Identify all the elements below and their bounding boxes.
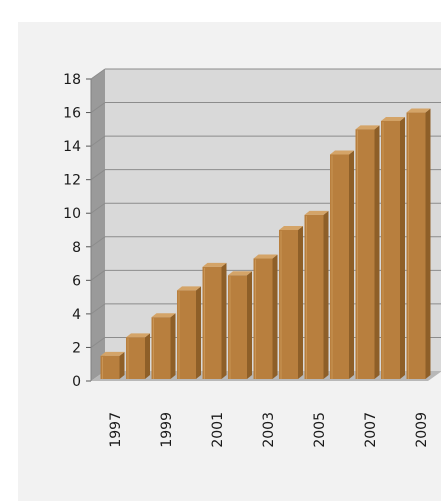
- gridline-side: [90, 337, 106, 348]
- bar-top: [330, 150, 354, 155]
- gridline-side: [90, 303, 106, 315]
- y-tick-label: 6: [72, 273, 81, 289]
- x-tick-label: 2001: [210, 412, 226, 448]
- bar: [253, 258, 273, 379]
- x-tick-label: 2009: [414, 412, 430, 448]
- bar-side: [247, 271, 252, 379]
- bar: [228, 275, 247, 379]
- bar-top: [355, 125, 380, 130]
- side-wall: [91, 69, 105, 381]
- bar-side: [425, 108, 431, 380]
- bar-top: [151, 313, 176, 318]
- gridline-side: [90, 169, 106, 181]
- x-tick-label: 1997: [108, 412, 124, 448]
- bar-side: [272, 254, 278, 379]
- y-tick-label: 0: [72, 374, 81, 390]
- y-tick-label: 2: [72, 340, 81, 356]
- bar: [304, 214, 324, 379]
- bar: [177, 290, 196, 379]
- bar-top: [177, 286, 201, 291]
- bar: [330, 154, 349, 379]
- bar-top: [279, 226, 303, 230]
- bar: [406, 112, 426, 380]
- gridline-side: [90, 68, 106, 80]
- y-tick-label: 12: [63, 173, 81, 189]
- bar-side: [349, 150, 354, 379]
- bar-side: [221, 262, 227, 379]
- bar-side: [400, 116, 405, 379]
- bar-side: [374, 125, 380, 379]
- gridline-side: [90, 135, 106, 147]
- gridline-side: [90, 102, 106, 113]
- bar-side: [170, 313, 176, 379]
- bar: [381, 120, 400, 379]
- y-tick-label: 14: [63, 139, 81, 155]
- bar-side: [323, 210, 329, 379]
- gridline-side: [90, 202, 106, 214]
- x-tick-label: 1999: [159, 412, 175, 448]
- x-tick-label: 2007: [363, 412, 379, 448]
- bar: [126, 337, 145, 379]
- bar-side: [196, 286, 201, 379]
- y-tick-label: 18: [63, 72, 81, 88]
- bar: [202, 266, 222, 379]
- bar: [279, 230, 298, 379]
- bar-side: [145, 333, 150, 379]
- bar-top: [202, 262, 227, 267]
- bar-top: [304, 210, 329, 215]
- bar-top: [406, 108, 431, 113]
- gridline-side: [90, 236, 106, 248]
- bar-top: [253, 254, 278, 259]
- bar-side: [298, 226, 303, 379]
- y-tick-label: 10: [63, 206, 81, 222]
- bar: [100, 355, 120, 379]
- bar-side: [119, 351, 125, 379]
- bar-top: [381, 116, 405, 121]
- bar-top: [126, 333, 150, 338]
- x-tick-label: 2005: [312, 412, 328, 448]
- y-tick-label: 4: [72, 307, 81, 323]
- y-tick-label: 16: [63, 106, 81, 122]
- gridline-side: [90, 269, 106, 281]
- bar-top: [100, 351, 125, 356]
- x-tick-label: 2003: [261, 412, 277, 448]
- bar-top: [228, 271, 252, 276]
- y-tick-label: 8: [72, 240, 81, 256]
- bar: [355, 129, 375, 379]
- bar: [151, 317, 171, 379]
